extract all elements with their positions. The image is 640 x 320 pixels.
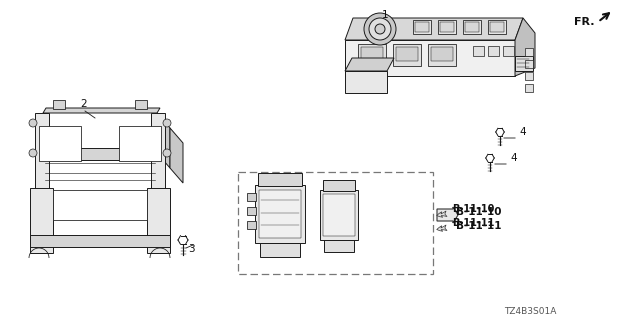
Bar <box>259 190 301 238</box>
Circle shape <box>163 119 171 127</box>
Bar <box>415 22 429 32</box>
Text: B-11-10: B-11-10 <box>456 207 502 217</box>
Circle shape <box>364 13 396 45</box>
Bar <box>260 243 300 257</box>
Bar <box>488 20 506 34</box>
Circle shape <box>375 24 385 34</box>
Text: 4: 4 <box>519 127 525 137</box>
Text: 2: 2 <box>80 99 86 109</box>
Bar <box>151 113 165 193</box>
Text: FR.: FR. <box>574 17 595 27</box>
Bar <box>247 221 256 229</box>
Bar <box>247 193 256 201</box>
Polygon shape <box>515 18 535 76</box>
Polygon shape <box>147 188 170 253</box>
Bar <box>324 240 354 252</box>
Circle shape <box>29 119 37 127</box>
Bar <box>465 22 479 32</box>
Polygon shape <box>30 188 53 253</box>
Bar <box>428 44 456 66</box>
Bar <box>320 190 358 240</box>
Bar <box>119 126 161 161</box>
Text: 3: 3 <box>188 244 195 254</box>
Bar <box>361 47 383 61</box>
Text: B-11-11: B-11-11 <box>456 221 502 231</box>
Bar <box>413 20 431 34</box>
Bar <box>53 190 147 220</box>
Polygon shape <box>345 18 523 40</box>
Circle shape <box>29 149 37 157</box>
Polygon shape <box>170 128 183 183</box>
Bar <box>345 71 387 93</box>
Bar <box>39 126 81 161</box>
Bar <box>396 47 418 61</box>
Bar <box>238 172 433 274</box>
Bar <box>255 185 305 243</box>
Bar <box>247 207 256 215</box>
Bar <box>515 56 533 71</box>
Polygon shape <box>43 108 160 113</box>
Polygon shape <box>345 40 515 76</box>
Bar <box>438 20 456 34</box>
Bar <box>393 44 421 66</box>
Bar <box>525 84 533 92</box>
Text: B-11-10: B-11-10 <box>436 204 494 217</box>
Bar <box>53 100 65 109</box>
Bar <box>30 235 170 247</box>
Bar <box>323 194 355 236</box>
Bar <box>135 100 147 109</box>
Bar <box>473 46 484 56</box>
Bar <box>525 48 533 56</box>
Bar <box>49 148 151 160</box>
Bar <box>463 20 481 34</box>
Bar <box>358 44 386 66</box>
Text: B-11-11: B-11-11 <box>436 218 494 231</box>
Text: 4: 4 <box>510 153 516 163</box>
Text: 1: 1 <box>382 10 388 20</box>
Bar <box>503 46 514 56</box>
Polygon shape <box>437 207 458 223</box>
Polygon shape <box>345 58 394 71</box>
Bar <box>490 22 504 32</box>
Circle shape <box>163 149 171 157</box>
Bar <box>323 180 355 191</box>
Bar <box>525 60 533 68</box>
Polygon shape <box>157 113 170 168</box>
Bar <box>258 173 302 186</box>
Circle shape <box>369 18 391 40</box>
Bar <box>35 113 49 193</box>
Bar <box>488 46 499 56</box>
Bar <box>431 47 453 61</box>
Bar <box>525 72 533 80</box>
Bar <box>440 22 454 32</box>
Text: TZ4B3S01A: TZ4B3S01A <box>504 308 556 316</box>
